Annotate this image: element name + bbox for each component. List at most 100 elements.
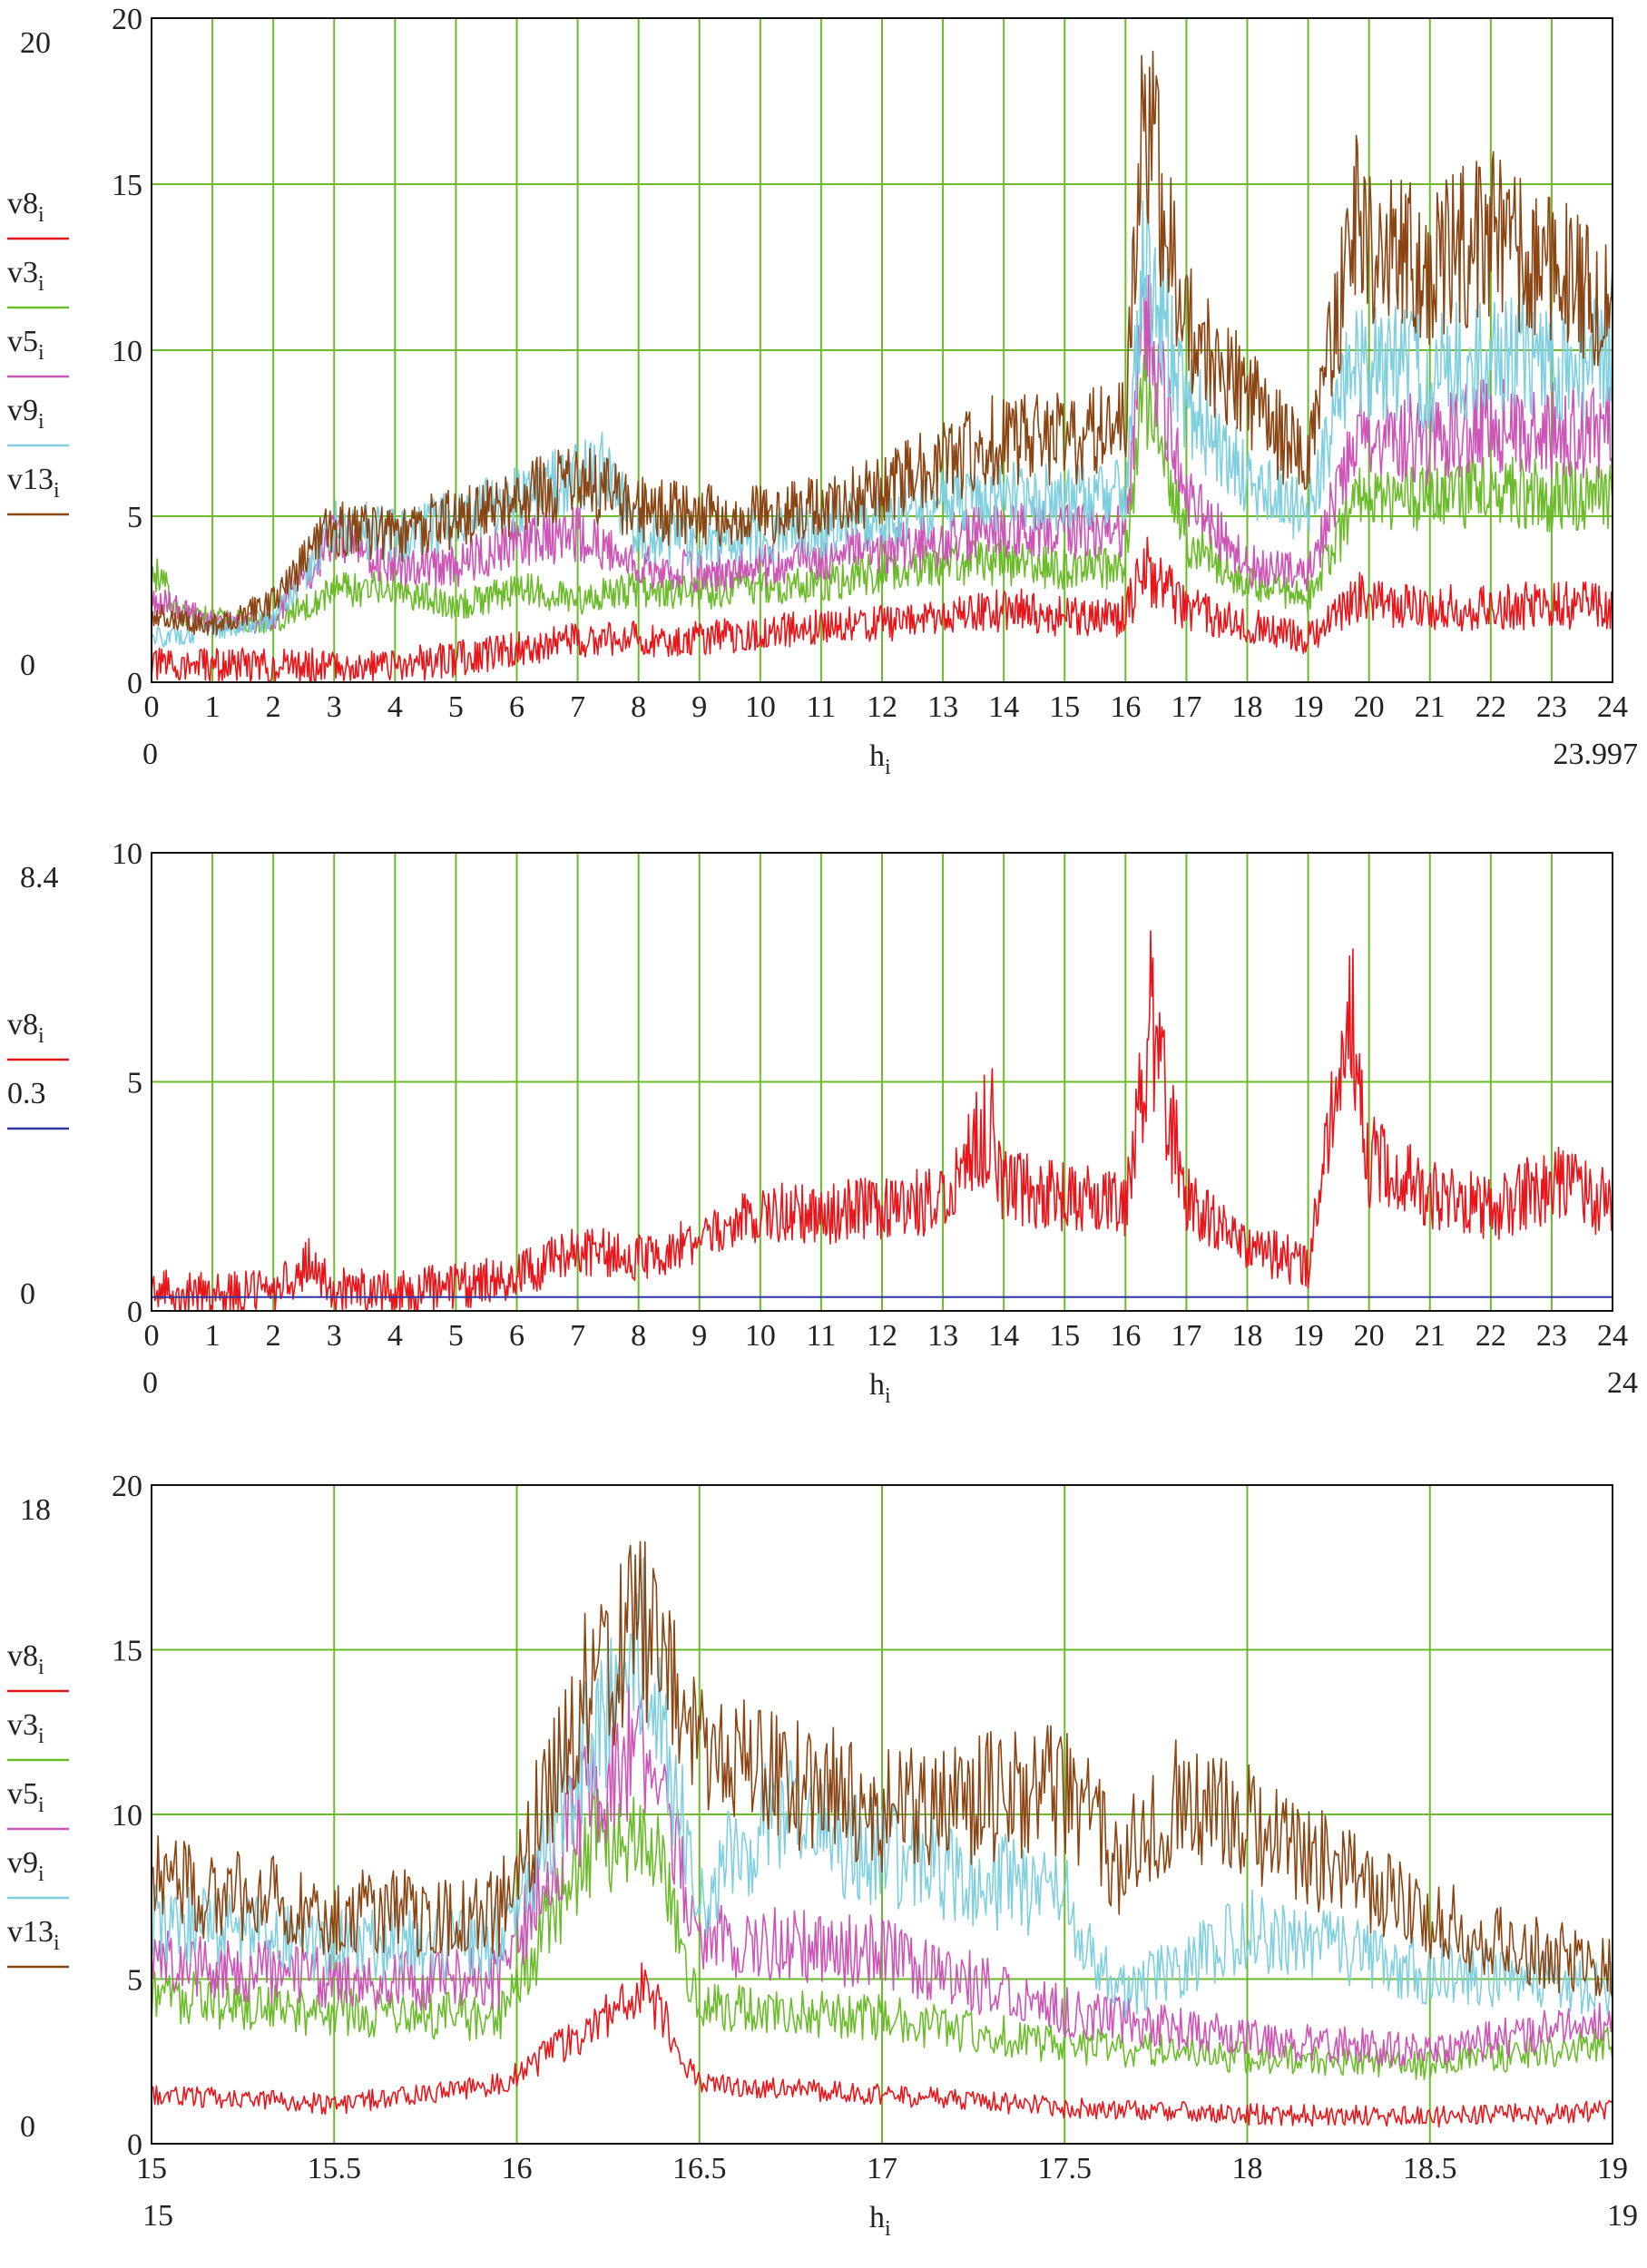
x-tick-label: 22 [1475,1319,1506,1353]
x-axis-label: hi [869,2201,891,2241]
series-line-v8 [151,536,1613,683]
y-tick-label: 0 [127,1295,142,1329]
x-tick-label: 7 [570,1319,585,1353]
x-tick-label: 13 [927,690,958,724]
x-tick-label: 11 [807,690,837,724]
x-tick-label: 1 [205,1319,221,1353]
x-tick-label: 4 [387,690,403,724]
x-tick-label: 10 [745,1319,776,1353]
legend-label: v8i [7,1639,44,1679]
series-line-v3 [151,343,1613,634]
x-range-max-label: 24 [1607,1366,1638,1400]
x-tick-label: 8 [631,1319,646,1353]
x-tick-label: 19 [1597,2152,1628,2185]
x-tick-label: 18.5 [1403,2152,1457,2185]
x-tick-label: 19 [1293,1319,1324,1353]
y-tick-label: 10 [112,1799,142,1833]
x-tick-label: 1 [205,690,221,724]
legend-label: v5i [7,1777,44,1817]
x-tick-label: 11 [807,1319,837,1353]
x-tick-label: 17 [867,2152,897,2185]
x-tick-label: 10 [745,690,776,724]
x-tick-label: 21 [1415,1319,1446,1353]
series-line-v13 [151,1540,1613,1999]
x-tick-label: 0 [144,690,160,724]
y-tick-label: 0 [127,667,142,700]
x-tick-label: 18 [1232,2152,1263,2185]
y-tick-label: 5 [127,1067,142,1100]
x-tick-label: 3 [327,1319,342,1353]
x-tick-label: 17.5 [1038,2152,1093,2185]
x-tick-label: 5 [448,1319,464,1353]
y-tick-label: 5 [127,1964,142,1998]
plot-frame [151,852,1613,1312]
x-tick-label: 9 [691,690,707,724]
series-line-v5 [151,1683,1613,2068]
legend-label: v8i [7,187,44,227]
legend-label: v3i [7,1708,44,1748]
x-tick-label: 24 [1597,1319,1628,1353]
x-tick-label: 16.5 [672,2152,727,2185]
x-tick-label: 24 [1597,690,1628,724]
y-tick-label: 5 [127,501,142,534]
chart-panel-2: 0 1 2 3 4 5 6 7 8 9 10 11 12 13 14 15 16 17 18 19 20 21 22 23 24… [7,837,1638,1408]
x-tick-label: 5 [448,690,464,724]
chart-panel-1: 0 1 2 3 4 5 6 7 8 9 10 11 12 13 14 15 16 17 18 19 20 21 22 23 24… [7,3,1638,779]
x-tick-label: 14 [988,1319,1019,1353]
x-tick-label: 22 [1475,690,1506,724]
x-tick-label: 2 [266,1319,281,1353]
x-tick-label: 2 [266,690,281,724]
x-tick-label: 6 [509,1319,524,1353]
y-range-max-label: 8.4 [20,861,59,894]
x-axis-label: hi [869,739,891,779]
x-tick-label: 4 [387,1319,403,1353]
x-tick-label: 14 [988,690,1019,724]
y-tick-label: 20 [112,3,142,36]
x-tick-label: 23 [1536,1319,1567,1353]
plot-frame [151,17,1613,683]
series-line-v8 [151,1962,1613,2128]
x-range-min-label: 0 [142,738,158,771]
x-tick-label: 17 [1171,690,1201,724]
plot-frame [151,1484,1613,2145]
legend-label: 0.3 [7,1077,46,1110]
y-tick-label: 10 [112,335,142,368]
x-tick-label: 18 [1232,690,1263,724]
x-tick-label: 16 [1110,1319,1141,1353]
x-tick-label: 18 [1232,1319,1263,1353]
legend-label: v9i [7,1846,44,1886]
x-tick-label: 7 [570,690,585,724]
x-tick-label: 8 [631,690,646,724]
y-tick-label: 10 [112,837,142,871]
x-range-max-label: 19 [1607,2199,1638,2233]
x-tick-label: 15.5 [308,2152,362,2185]
x-tick-label: 16 [502,2152,533,2185]
x-tick-label: 17 [1171,1319,1201,1353]
y-range-max-label: 18 [20,1493,51,1527]
y-tick-label: 15 [112,1635,142,1668]
x-tick-label: 20 [1354,1319,1385,1353]
x-axis-label: hi [869,1368,891,1408]
series-line-v13 [151,50,1613,636]
series-line-v8 [151,930,1613,1312]
x-range-min-label: 15 [142,2199,173,2233]
x-tick-label: 21 [1415,690,1446,724]
legend-label: v5i [7,325,44,365]
legend-label: v13i [7,463,60,503]
x-tick-label: 15 [1049,1319,1080,1353]
x-range-min-label: 0 [142,1366,158,1400]
x-range-max-label: 23.997 [1554,738,1639,771]
y-range-min-label: 0 [20,2110,35,2144]
x-tick-label: 3 [327,690,342,724]
legend-label: v13i [7,1915,60,1955]
x-tick-label: 0 [144,1319,160,1353]
x-tick-label: 16 [1110,690,1141,724]
y-range-max-label: 20 [20,26,51,60]
y-tick-label: 20 [112,1470,142,1503]
legend-label: v3i [7,256,44,296]
y-tick-label: 15 [112,169,142,202]
x-tick-label: 12 [867,1319,897,1353]
x-tick-label: 13 [927,1319,958,1353]
